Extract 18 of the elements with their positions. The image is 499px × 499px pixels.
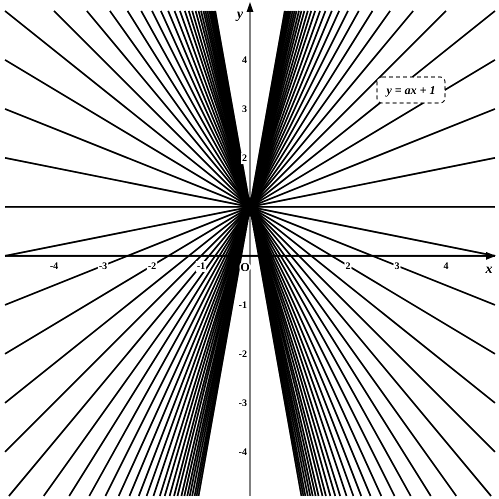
annotation: y = ax + 1	[384, 83, 436, 98]
x-tick-label: 4	[444, 261, 448, 272]
y-tick-label: 2	[242, 153, 247, 164]
y-tick-label: -2	[238, 349, 247, 360]
x-tick-label: -4	[50, 261, 58, 272]
x-tick-label: -2	[148, 261, 156, 272]
x-tick-label: 3	[394, 261, 400, 272]
y-tick-label: -3	[238, 398, 247, 410]
y-tick-label: -1	[238, 300, 247, 312]
y-tick-label: -4	[238, 447, 247, 458]
y-tick-label: 4	[242, 55, 247, 66]
x-tick-label: -3	[98, 261, 108, 272]
y-tick-label: 3	[242, 104, 247, 116]
x-tick-label: 2	[346, 261, 350, 272]
x-tick-label: -1	[196, 261, 206, 272]
x-axis-title: x	[484, 262, 492, 277]
y-axis-title: y	[234, 7, 244, 22]
annotation: O	[240, 260, 250, 274]
